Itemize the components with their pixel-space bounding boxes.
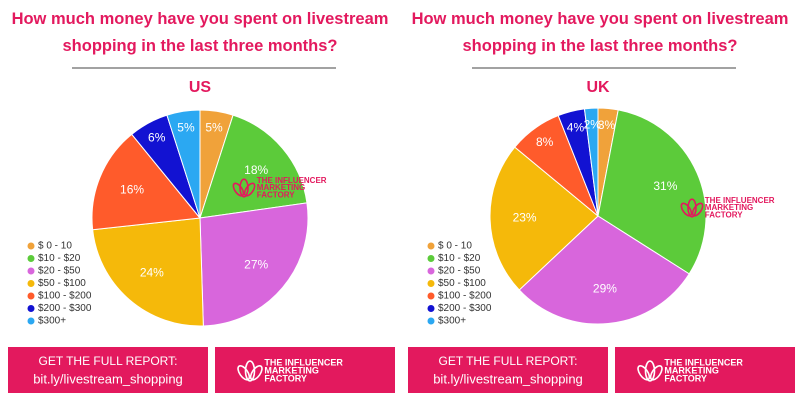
logo-text: THE INFLUENCER xyxy=(257,176,327,185)
legend-swatch xyxy=(27,255,35,262)
legend-label: $ 0 - 10 xyxy=(438,241,472,252)
legend-label: $10 - $20 xyxy=(38,253,81,264)
footer-cta: GET THE FULL REPORT: xyxy=(39,354,178,368)
footer-cta: GET THE FULL REPORT: xyxy=(439,354,578,368)
pie-slice xyxy=(166,109,201,219)
logo-petal xyxy=(691,202,704,217)
slice-label: 5% xyxy=(177,121,195,135)
legend-label: $50 - $100 xyxy=(38,278,86,289)
pie-slice xyxy=(199,202,309,327)
legend-label: $200 - $300 xyxy=(438,303,492,314)
logo-text: THE INFLUENCER xyxy=(705,196,775,205)
logo-text: MARKETING xyxy=(257,183,305,192)
legend-label: $ 0 - 10 xyxy=(38,241,72,252)
legend-label: $50 - $100 xyxy=(438,278,486,289)
slice-label: 6% xyxy=(148,130,166,144)
chart-subtitle: US xyxy=(189,79,212,96)
legend-label: $300+ xyxy=(438,316,466,327)
legend-label: $200 - $300 xyxy=(38,303,92,314)
slice-label: 29% xyxy=(593,281,617,295)
logo-petal xyxy=(644,360,656,382)
logo-petal xyxy=(239,178,249,198)
logo-petal xyxy=(237,364,251,381)
legend-swatch xyxy=(427,267,435,275)
legend-swatch xyxy=(427,280,435,287)
chart-title: How much money have you spent on livestr… xyxy=(11,10,389,55)
legend-swatch xyxy=(427,242,435,250)
logo-petal xyxy=(637,364,651,381)
logo-text: THE INFLUENCER xyxy=(264,357,343,367)
logo-petal xyxy=(244,360,256,382)
pie-slice xyxy=(91,133,201,231)
chart-title: How much money have you spent on livestr… xyxy=(411,10,789,55)
logo-petal xyxy=(649,364,663,381)
logo-text: MARKETING xyxy=(705,203,753,212)
logo-text: MARKETING xyxy=(664,365,719,375)
legend-label: $100 - $200 xyxy=(438,291,492,302)
slice-label: 24% xyxy=(140,266,164,280)
logo-text: FACTORY xyxy=(705,210,743,219)
footer-link: bit.ly/livestream_shopping xyxy=(433,371,583,386)
footer-cta-box xyxy=(408,347,608,393)
slice-label: 3% xyxy=(598,118,616,132)
legend-label: $20 - $50 xyxy=(438,266,481,277)
slice-label: 23% xyxy=(513,210,537,224)
pie-slice xyxy=(489,146,599,291)
slice-label: 2% xyxy=(584,118,602,132)
slice-label: 27% xyxy=(244,257,268,271)
legend-swatch xyxy=(27,305,35,312)
chart-subtitle: UK xyxy=(586,79,610,96)
slice-label: 8% xyxy=(536,135,554,149)
pie-slice xyxy=(518,215,690,325)
logo-text: THE INFLUENCER xyxy=(664,357,743,367)
legend-swatch xyxy=(427,305,435,312)
pie-slice xyxy=(199,114,308,219)
legend-swatch xyxy=(27,292,35,300)
logo-petal xyxy=(687,198,697,218)
footer-link: bit.ly/livestream_shopping xyxy=(33,371,183,386)
logo-text: FACTORY xyxy=(257,190,295,199)
logo-text: MARKETING xyxy=(264,365,319,375)
logo-petal xyxy=(680,202,693,217)
slice-label: 4% xyxy=(567,120,585,134)
slice-label: 16% xyxy=(120,182,144,196)
legend-swatch xyxy=(427,292,435,300)
legend-label: $10 - $20 xyxy=(438,253,481,264)
logo-text: FACTORY xyxy=(664,373,707,383)
logo-petal xyxy=(243,182,256,197)
legend-label: $100 - $200 xyxy=(38,291,92,302)
pie-slice xyxy=(583,107,599,217)
legend-swatch xyxy=(27,317,35,325)
pie-slice xyxy=(92,217,204,327)
slice-label: 5% xyxy=(205,121,223,135)
legend-label: $300+ xyxy=(38,316,66,327)
legend-label: $20 - $50 xyxy=(38,266,81,277)
logo-petal xyxy=(249,364,263,381)
legend-swatch xyxy=(427,255,435,262)
legend-swatch xyxy=(27,280,35,287)
slice-label: 31% xyxy=(653,179,677,193)
legend-swatch xyxy=(27,242,35,250)
legend-swatch xyxy=(27,267,35,275)
logo-text: FACTORY xyxy=(264,373,307,383)
slice-label: 18% xyxy=(244,163,268,177)
footer-cta-box xyxy=(8,347,208,393)
logo-petal xyxy=(232,182,245,197)
legend-swatch xyxy=(427,317,435,325)
